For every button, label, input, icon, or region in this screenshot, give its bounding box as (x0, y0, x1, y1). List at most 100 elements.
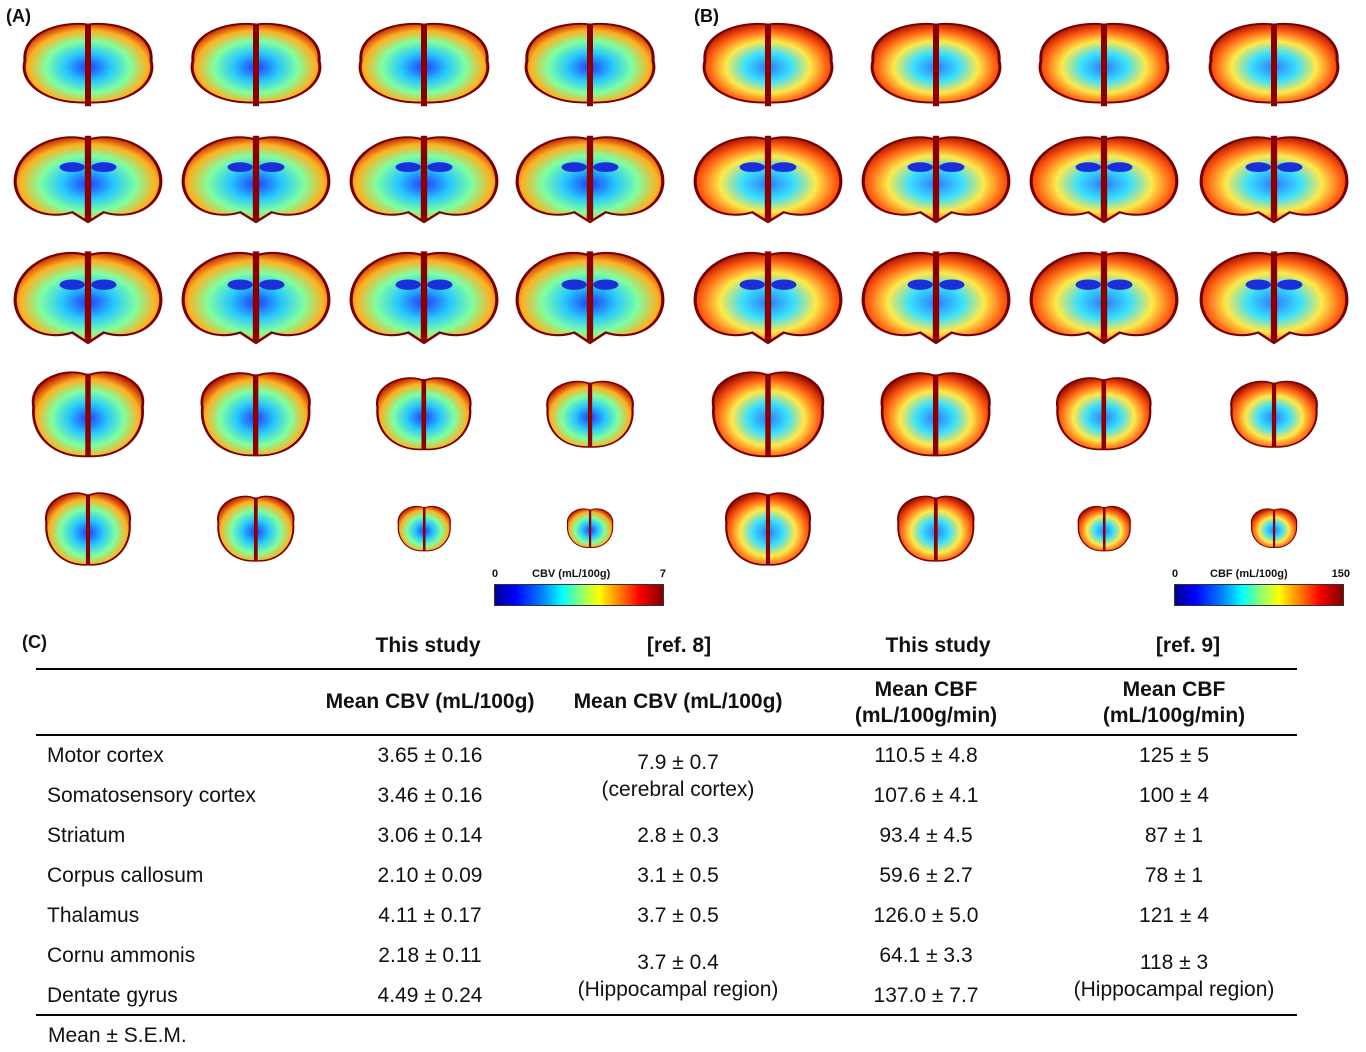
column-header: Mean CBV (mL/100g) (573, 690, 783, 713)
cbv-brain-slice (22, 22, 154, 106)
cbf-brain-slice (725, 492, 811, 566)
cbf-value: 137.0 ± 7.7 (873, 984, 979, 1007)
column-header: Mean CBV (mL/100g) (325, 690, 535, 713)
cbf-brain-slice (861, 135, 1011, 224)
region-label: Thalamus (47, 904, 140, 927)
cbv-brain-slice (524, 22, 656, 106)
cbf-brain-slice (1029, 251, 1179, 345)
cbf-brain-slice (1230, 380, 1318, 448)
cbv-ref-value: 3.1 ± 0.5 (637, 864, 719, 887)
cbf-value: 107.6 ± 4.1 (873, 784, 979, 807)
cbv-ref-note: (Hippocampal region) (577, 978, 779, 1001)
cbf-colorbar-label: CBF (mL/100g) (1210, 568, 1288, 580)
cbf-brain-slice (702, 22, 834, 106)
column-header: (mL/100g/min) (1102, 704, 1246, 727)
cbv-brain-slice (181, 251, 331, 345)
column-header: Mean CBF (1122, 678, 1226, 701)
cbv-brain-slice (515, 251, 665, 345)
cbv-brain-slice (13, 251, 163, 345)
cbf-ref-value: 78 ± 1 (1144, 864, 1204, 887)
cbf-value: 126.0 ± 5.0 (873, 904, 979, 927)
cbf-colorbar-min: 0 (1172, 568, 1179, 580)
cbv-brain-slice (217, 495, 295, 562)
cbf-colorbar-gradient (1174, 584, 1344, 606)
cbv-brain-slice (181, 135, 331, 224)
cbv-brain-slice (376, 377, 472, 451)
region-label: Dentate gyrus (47, 984, 178, 1007)
cbv-brain-slice (566, 508, 614, 548)
cbf-ref-value: 87 ± 1 (1144, 824, 1204, 847)
cbv-brain-slice (201, 372, 311, 457)
cbv-brain-slice (45, 492, 131, 566)
cbv-colorbar-label: CBV (mL/100g) (532, 568, 611, 580)
cbf-value: 93.4 ± 4.5 (879, 824, 973, 847)
cbf-brain-slice (1199, 251, 1349, 345)
cbv-colorbar-min: 0 (492, 568, 499, 580)
cbv-brain-slice (358, 22, 490, 106)
cbv-ref-note: (cerebral cortex) (601, 778, 755, 801)
group-header: [ref. 9] (1155, 634, 1221, 657)
cbv-colorbar-gradient (494, 584, 664, 606)
cbv-ref-value: 3.7 ± 0.4 (637, 951, 719, 974)
cbv-brain-slice (397, 505, 451, 551)
cbf-brain-slice (693, 135, 843, 224)
cbv-value: 3.65 ± 0.16 (377, 744, 483, 767)
cbf-colorbar-max: 150 (1331, 568, 1350, 580)
cbv-ref-value: 2.8 ± 0.3 (637, 824, 719, 847)
panel-label-a: (A) (6, 6, 31, 26)
cbf-value: 59.6 ± 2.7 (879, 864, 973, 887)
cbv-value: 3.06 ± 0.14 (377, 824, 483, 847)
region-label: Motor cortex (47, 744, 164, 767)
region-label: Somatosensory cortex (47, 784, 256, 807)
table-header-rule (36, 734, 1297, 736)
cbf-ref-value: 118 ± 3 (1139, 951, 1209, 974)
column-header: (mL/100g/min) (854, 704, 998, 727)
cbf-ref-note: (Hippocampal region) (1073, 978, 1275, 1001)
table-bottom-rule (36, 1014, 1297, 1016)
cbf-brain-slice (1250, 508, 1298, 548)
cbf-brain-slice (861, 251, 1011, 345)
panel-label-c: (C) (22, 632, 47, 652)
column-header: Mean CBF (874, 678, 978, 701)
table-top-rule (36, 668, 1297, 670)
cbv-value: 2.10 ± 0.09 (377, 864, 483, 887)
cbf-brain-slice (897, 495, 975, 562)
cbf-brain-slice (1199, 135, 1349, 224)
cbv-brain-slice (515, 135, 665, 224)
cbv-brain-slice (31, 371, 145, 458)
cbv-colorbar: 0 CBV (mL/100g) 7 (492, 568, 666, 606)
cbf-brain-slice (1077, 505, 1131, 551)
cbv-brain-slice (546, 380, 634, 448)
cbf-brain-slice (881, 372, 991, 457)
group-header: This study (885, 634, 991, 657)
cbf-brain-slice (870, 22, 1002, 106)
cbf-value: 64.1 ± 3.3 (879, 944, 973, 967)
cbv-value: 2.18 ± 0.11 (378, 944, 482, 967)
panel-label-b: (B) (694, 6, 719, 26)
cbf-brain-slice (693, 251, 843, 345)
cbf-ref-value: 100 ± 4 (1139, 784, 1209, 807)
cbv-colorbar-max: 7 (659, 568, 666, 580)
cbf-ref-value: 121 ± 4 (1139, 904, 1209, 927)
cbf-brain-slice (711, 371, 825, 458)
cbv-brain-slice (190, 22, 322, 106)
cbv-ref-value: 3.7 ± 0.5 (637, 904, 719, 927)
cbv-value: 4.49 ± 0.24 (377, 984, 483, 1007)
cbf-colorbar: 0 CBF (mL/100g) 150 (1172, 568, 1350, 606)
cbf-ref-value: 125 ± 5 (1139, 744, 1209, 767)
cbv-value: 3.46 ± 0.16 (377, 784, 483, 807)
cbf-brain-slice (1029, 135, 1179, 224)
cbf-brain-slice (1056, 377, 1152, 451)
cbv-brain-slice (13, 135, 163, 224)
cbv-brain-slice (349, 135, 499, 224)
cbv-value: 4.11 ± 0.17 (378, 904, 482, 927)
region-label: Cornu ammonis (47, 944, 196, 967)
region-label: Corpus callosum (47, 864, 204, 887)
cbf-value: 110.5 ± 4.8 (874, 744, 978, 767)
group-header: [ref. 8] (646, 634, 712, 657)
region-label: Striatum (47, 824, 126, 847)
cbf-brain-slice (1208, 22, 1340, 106)
table-footnote: Mean ± S.E.M. (48, 1024, 187, 1047)
group-header: This study (375, 634, 481, 657)
cbv-brain-slice (349, 251, 499, 345)
